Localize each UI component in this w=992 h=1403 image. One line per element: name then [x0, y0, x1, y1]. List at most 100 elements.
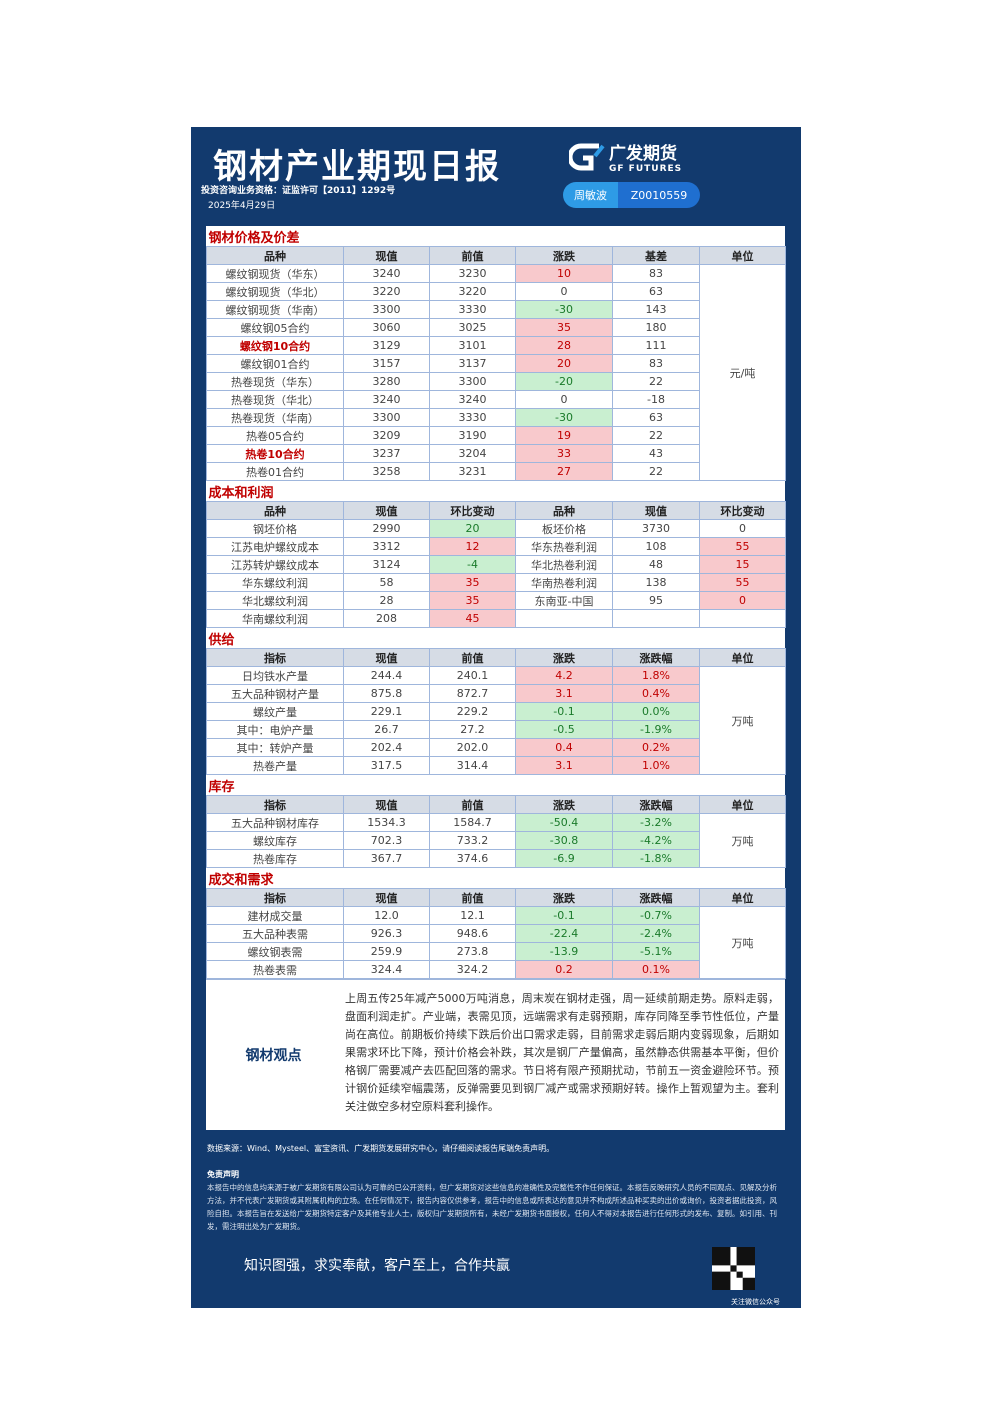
view-text: 上周五传25年减产5000万吨消息，周末炭在钢材走强，周一延续前期走势。原料走弱…: [345, 992, 779, 1113]
cell: 3060: [343, 318, 430, 337]
cell: 28: [343, 591, 430, 610]
cell: 0: [515, 282, 613, 301]
analyst: 周敏波: [563, 182, 618, 208]
cell: 华南热卷利润: [515, 573, 613, 592]
cell: 208: [343, 609, 430, 628]
disclaimer-title: 免责声明: [207, 1170, 239, 1179]
row: 钢材价格及价差: [206, 226, 786, 247]
cell: 22: [612, 426, 700, 445]
analyst-id: Z0010559: [618, 182, 700, 208]
column-header: 前值: [429, 888, 516, 907]
column-header: 涨跌幅: [612, 888, 700, 907]
row: 热卷现货（华东） 3280 3300 -20 22: [206, 372, 786, 391]
row: 热卷产量 317.5 314.4 3.1 1.0%: [206, 756, 786, 775]
view-label: 钢材观点: [245, 1048, 302, 1064]
cell: -13.9: [515, 942, 613, 961]
row: 江苏转炉螺纹成本 3124 -4 华北热卷利润 48 15: [206, 555, 787, 574]
cell: 63: [612, 282, 700, 301]
cell: 33: [515, 444, 613, 463]
column-header: 前值: [429, 648, 516, 667]
cell: 83: [612, 264, 700, 283]
cell: 45: [429, 609, 516, 628]
row: 指标 现值 前值 涨跌 涨跌幅 单位: [206, 795, 787, 814]
row: 热卷表需 324.4 324.2 0.2 0.1%: [206, 960, 786, 979]
cell: 12.0: [343, 906, 430, 925]
cell: 江苏转炉螺纹成本: [206, 555, 344, 574]
row-name: 五大品种钢材产量: [206, 684, 344, 703]
cell: 43: [612, 444, 700, 463]
row: 日均铁水产量 244.4 240.1 4.2 1.8% 万吨: [206, 666, 787, 775]
row-name: 热卷现货（华南）: [206, 408, 344, 427]
cell: 东南亚-中国: [515, 591, 613, 610]
row: 热卷01合约 3258 3231 27 22: [206, 462, 786, 481]
row-name: 日均铁水产量: [206, 666, 344, 685]
cell: 875.8: [343, 684, 430, 703]
cell: 138: [612, 573, 700, 592]
cell: 27.2: [429, 720, 516, 739]
cell: -0.5: [515, 720, 613, 739]
cell: -30.8: [515, 831, 613, 850]
cell: 3157: [343, 354, 430, 373]
column-header: 单位: [698, 246, 787, 265]
cell: 0.4: [515, 738, 613, 757]
cell: 314.4: [429, 756, 516, 775]
unit: 万吨: [698, 666, 787, 775]
column-header: 环比变动: [698, 501, 787, 520]
cell: 0.1%: [612, 960, 700, 979]
cell: 872.7: [429, 684, 516, 703]
column-header: 涨跌: [515, 246, 613, 265]
row-name: 热卷现货（华东）: [206, 372, 344, 391]
cell: 3312: [343, 537, 430, 556]
row: 建材成交量 12.0 12.1 -0.1 -0.7% 万吨: [206, 906, 787, 979]
row-name: 五大品种表需: [206, 924, 344, 943]
row: 螺纹钢05合约 3060 3025 35 180: [206, 318, 786, 337]
cell: 3300: [429, 372, 516, 391]
cell: 华南螺纹利润: [206, 609, 344, 628]
cell: 35: [429, 591, 516, 610]
cell: 3025: [429, 318, 516, 337]
cell: 4.2: [515, 666, 613, 685]
cell: 10: [515, 264, 613, 283]
cell: 12.1: [429, 906, 516, 925]
row: 螺纹钢10合约 3129 3101 28 111: [206, 336, 786, 355]
row: 热卷库存 367.7 374.6 -6.9 -1.8%: [206, 849, 786, 868]
cell: 3280: [343, 372, 430, 391]
cell: 3300: [343, 408, 430, 427]
license: 投资咨询业务资格：证监许可【2011】1292号: [201, 186, 396, 196]
cell: -6.9: [515, 849, 613, 868]
row: 热卷现货（华北） 3240 3240 0 -18: [206, 390, 786, 409]
cell: 28: [515, 336, 613, 355]
cell: 22: [612, 462, 700, 481]
cell: -4.2%: [612, 831, 700, 850]
cell: 702.3: [343, 831, 430, 850]
cell: 0: [515, 390, 613, 409]
cell: 27: [515, 462, 613, 481]
row-name: 螺纹产量: [206, 702, 344, 721]
cell: 3.1: [515, 684, 613, 703]
cell: 0.2%: [612, 738, 700, 757]
empty-cell: [612, 609, 700, 628]
cell: 35: [429, 573, 516, 592]
cell: 22: [612, 372, 700, 391]
cell: 26.7: [343, 720, 430, 739]
column-header: 前值: [429, 795, 516, 814]
column-header: 现值: [343, 648, 430, 667]
cell: 3209: [343, 426, 430, 445]
cell: -1.8%: [612, 849, 700, 868]
column-header: 现值: [343, 246, 430, 265]
row: 其中：电炉产量 26.7 27.2 -0.5 -1.9%: [206, 720, 786, 739]
row: 指标 现值 前值 涨跌 涨跌幅 单位: [206, 648, 787, 667]
cell: 229.2: [429, 702, 516, 721]
row: 热卷现货（华南） 3300 3330 -30 63: [206, 408, 786, 427]
cell: -30: [515, 300, 613, 319]
row: 螺纹钢现货（华东） 3240 3230 10 83 元/吨: [206, 264, 787, 481]
column-header: 涨跌: [515, 648, 613, 667]
row-name: 热卷05合约: [206, 426, 344, 445]
column-header: 品种: [206, 501, 344, 520]
cell: -0.7%: [612, 906, 700, 925]
empty-cell: [698, 609, 787, 628]
empty-cell: [515, 609, 613, 628]
cell: 3137: [429, 354, 516, 373]
cell: 229.1: [343, 702, 430, 721]
cell: -4: [429, 555, 516, 574]
